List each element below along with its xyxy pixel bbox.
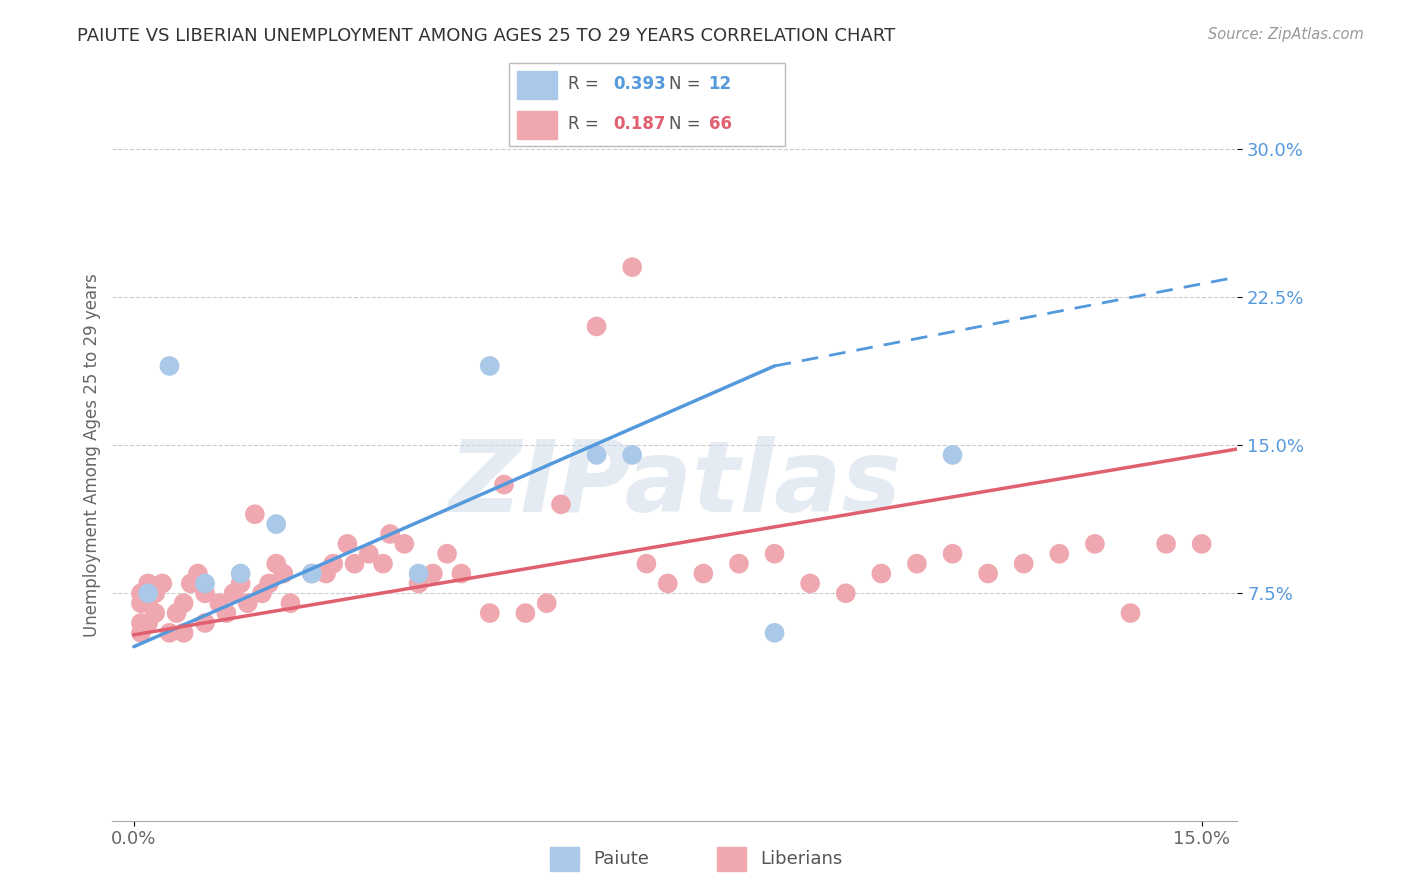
Point — [408, 566, 430, 581]
Point — [129, 586, 152, 600]
Point — [1191, 537, 1213, 551]
Point — [129, 625, 152, 640]
Point — [799, 576, 821, 591]
Point — [763, 547, 786, 561]
Point — [143, 606, 166, 620]
Point — [1119, 606, 1142, 620]
Point — [143, 586, 166, 600]
Text: N =: N = — [669, 76, 706, 94]
Point — [187, 566, 209, 581]
Point — [621, 448, 644, 462]
Point — [315, 566, 337, 581]
Text: Source: ZipAtlas.com: Source: ZipAtlas.com — [1208, 27, 1364, 42]
Point — [194, 576, 217, 591]
Point — [378, 527, 401, 541]
Point — [835, 586, 858, 600]
Point — [194, 615, 217, 630]
Point — [408, 576, 430, 591]
Point — [136, 576, 159, 591]
Point — [301, 566, 323, 581]
Text: 12: 12 — [709, 76, 731, 94]
Point — [1012, 557, 1035, 571]
Text: 66: 66 — [709, 115, 731, 133]
Point — [229, 576, 252, 591]
Point — [180, 576, 202, 591]
Bar — [717, 847, 747, 871]
Point — [692, 566, 714, 581]
Point — [264, 557, 287, 571]
Text: 0.393: 0.393 — [613, 76, 666, 94]
Point — [136, 615, 159, 630]
Text: N =: N = — [669, 115, 706, 133]
Y-axis label: Unemployment Among Ages 25 to 29 years: Unemployment Among Ages 25 to 29 years — [83, 273, 101, 637]
Point — [243, 507, 266, 521]
Point — [394, 537, 416, 551]
Point — [236, 596, 259, 610]
Text: PAIUTE VS LIBERIAN UNEMPLOYMENT AMONG AGES 25 TO 29 YEARS CORRELATION CHART: PAIUTE VS LIBERIAN UNEMPLOYMENT AMONG AG… — [77, 27, 896, 45]
Point — [636, 557, 658, 571]
Point — [301, 566, 323, 581]
Point — [657, 576, 679, 591]
Bar — [517, 71, 557, 99]
Point — [621, 260, 644, 274]
Point — [229, 566, 252, 581]
Point — [977, 566, 1000, 581]
FancyBboxPatch shape — [509, 63, 785, 146]
Point — [941, 448, 963, 462]
Point — [280, 596, 302, 610]
Point — [585, 319, 607, 334]
Point — [264, 517, 287, 532]
Point — [336, 537, 359, 551]
Point — [322, 557, 344, 571]
Point — [478, 359, 501, 373]
Point — [173, 596, 195, 610]
Point — [159, 625, 181, 640]
Point — [343, 557, 366, 571]
Point — [550, 497, 572, 511]
Point — [492, 477, 515, 491]
Text: R =: R = — [568, 76, 605, 94]
Point — [222, 586, 245, 600]
Point — [450, 566, 472, 581]
Point — [1084, 537, 1107, 551]
Point — [870, 566, 893, 581]
Point — [136, 596, 159, 610]
Point — [257, 576, 280, 591]
Point — [1047, 547, 1070, 561]
Point — [478, 606, 501, 620]
Point — [905, 557, 928, 571]
Point — [150, 576, 173, 591]
Point — [166, 606, 188, 620]
Point — [357, 547, 380, 561]
Text: ZIPatlas: ZIPatlas — [449, 435, 901, 533]
Point — [371, 557, 394, 571]
Bar — [517, 111, 557, 139]
Point — [215, 606, 238, 620]
Point — [536, 596, 558, 610]
Point — [422, 566, 444, 581]
Text: R =: R = — [568, 115, 605, 133]
Point — [763, 625, 786, 640]
Point — [1154, 537, 1177, 551]
Point — [728, 557, 751, 571]
Point — [436, 547, 458, 561]
Point — [173, 625, 195, 640]
Point — [250, 586, 273, 600]
Text: Liberians: Liberians — [761, 849, 842, 868]
Point — [159, 359, 181, 373]
Point — [515, 606, 537, 620]
Point — [941, 547, 963, 561]
Point — [585, 448, 607, 462]
Point — [129, 596, 152, 610]
Point — [208, 596, 231, 610]
Point — [273, 566, 295, 581]
Point — [194, 586, 217, 600]
Point — [129, 615, 152, 630]
Point — [136, 586, 159, 600]
Text: 0.187: 0.187 — [613, 115, 665, 133]
Text: Paiute: Paiute — [593, 849, 650, 868]
Bar — [550, 847, 579, 871]
